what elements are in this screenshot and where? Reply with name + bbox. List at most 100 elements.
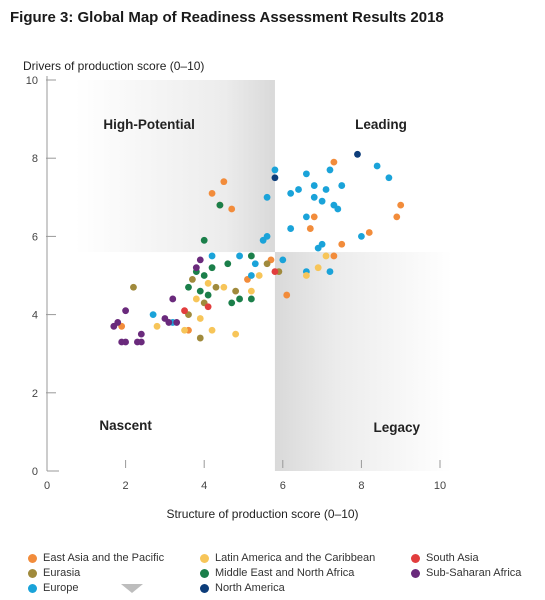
y-tick-label: 2 <box>32 388 38 400</box>
data-point <box>122 338 129 346</box>
data-point <box>271 174 279 182</box>
data-point <box>287 225 295 232</box>
data-point <box>279 256 287 264</box>
legend-swatch <box>200 583 209 593</box>
x-tick-label: 6 <box>280 480 286 492</box>
legend-swatch <box>28 568 37 578</box>
quadrant-label-nascent: Nascent <box>99 418 152 433</box>
data-point <box>306 225 314 232</box>
data-point <box>196 256 204 264</box>
data-point <box>192 295 200 303</box>
legend-item: North America <box>200 582 285 594</box>
data-point <box>208 189 216 197</box>
data-point <box>263 260 271 268</box>
data-point <box>196 315 204 322</box>
legend-label: Latin America and the Caribbean <box>215 552 376 564</box>
legend-item: Sub-Saharan Africa <box>411 567 521 579</box>
data-point <box>181 307 188 315</box>
legend-label: Middle East and North Africa <box>215 567 355 579</box>
data-point <box>169 295 177 303</box>
legend-label: North America <box>215 582 285 594</box>
high-potential-quadrant-shade <box>75 80 275 253</box>
data-point <box>130 283 137 291</box>
data-point <box>185 283 192 291</box>
data-point <box>271 268 279 275</box>
data-point <box>228 299 236 307</box>
legend-item: Eurasia <box>28 567 80 579</box>
data-point <box>137 338 145 346</box>
data-point <box>338 182 346 189</box>
data-point <box>302 170 310 178</box>
legend-item: Europe <box>28 582 78 594</box>
y-tick-label: 6 <box>32 231 38 243</box>
legend-item: Middle East and North Africa <box>200 567 354 579</box>
data-point <box>326 166 334 174</box>
x-tick-label: 4 <box>201 480 207 492</box>
data-point <box>247 272 255 279</box>
quadrant-label-high-potential: High-Potential <box>103 117 195 132</box>
legend-label: Eurasia <box>43 567 81 579</box>
legend-label: South Asia <box>426 552 479 564</box>
scroll-down-arrow-icon[interactable] <box>121 584 143 593</box>
data-point <box>373 162 381 170</box>
data-point <box>263 233 271 240</box>
data-point <box>251 260 259 268</box>
legend-swatch <box>28 583 37 593</box>
data-point <box>192 264 200 272</box>
legend-label: East Asia and the Pacific <box>43 552 165 564</box>
data-point <box>322 186 330 193</box>
data-point <box>295 186 302 193</box>
data-point <box>236 252 243 260</box>
x-axis-label: Structure of production score (0–10) <box>166 507 359 521</box>
chart-title: Figure 3: Global Map of Readiness Assess… <box>10 9 444 26</box>
x-tick-label: 0 <box>44 480 50 492</box>
data-point <box>310 213 318 221</box>
data-point <box>149 311 157 318</box>
data-point <box>122 307 129 315</box>
data-point <box>181 326 188 334</box>
data-point <box>255 272 263 279</box>
legend-item: Latin America and the Caribbean <box>200 552 375 564</box>
data-point <box>247 295 255 303</box>
data-point <box>314 264 322 272</box>
data-point <box>204 279 212 287</box>
data-point <box>196 287 204 295</box>
x-tick-label: 2 <box>123 480 129 492</box>
y-tick-label: 10 <box>26 75 38 87</box>
data-point <box>365 229 373 236</box>
data-point <box>236 295 243 303</box>
data-point <box>318 197 326 205</box>
data-point <box>208 252 216 260</box>
data-point <box>228 205 236 213</box>
data-point <box>204 291 212 299</box>
data-point <box>216 201 224 209</box>
quadrant-label-leading: Leading <box>355 117 407 132</box>
legend-swatch <box>200 568 209 578</box>
data-point <box>232 287 240 295</box>
data-point <box>302 272 310 279</box>
x-tick-label: 10 <box>434 480 446 492</box>
data-point <box>326 268 334 275</box>
data-point <box>271 166 279 174</box>
data-point <box>208 264 216 272</box>
data-point <box>114 319 122 326</box>
legend-label: Europe <box>43 582 79 594</box>
data-point <box>153 322 161 330</box>
y-tick-label: 4 <box>32 310 38 322</box>
data-point <box>283 291 291 299</box>
data-point <box>354 150 361 158</box>
data-point <box>196 334 204 342</box>
x-tick-label: 8 <box>358 480 364 492</box>
data-point <box>287 189 295 197</box>
data-point <box>358 233 365 240</box>
legacy-quadrant-shade <box>274 252 452 471</box>
data-point <box>212 283 220 291</box>
legend-swatch <box>28 553 37 563</box>
legend-label: Sub-Saharan Africa <box>426 567 522 579</box>
data-point <box>189 276 196 283</box>
data-point <box>310 182 318 189</box>
y-tick-label: 8 <box>32 153 38 165</box>
y-axis-label: Drivers of production score (0–10) <box>23 59 205 73</box>
data-point <box>200 272 208 279</box>
